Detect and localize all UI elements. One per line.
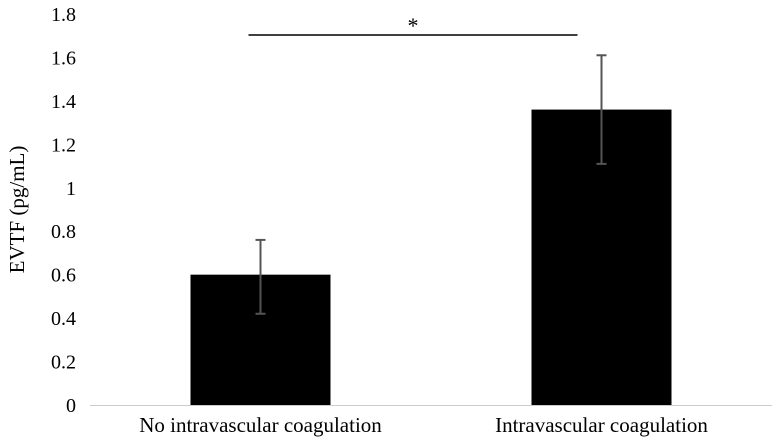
significance-annotation: * <box>248 13 578 38</box>
x-category-label: No intravascular coagulation <box>139 413 382 437</box>
y-tick-label: 1.2 <box>51 134 76 156</box>
bars <box>190 109 672 406</box>
significance-star: * <box>408 13 419 38</box>
x-axis-categories: No intravascular coagulation Intravascula… <box>139 413 708 437</box>
y-tick-label: 0.2 <box>51 352 76 374</box>
y-tick-label: 1.8 <box>51 4 76 26</box>
y-tick-label: 1 <box>66 178 76 200</box>
y-tick-label: 0.4 <box>51 308 76 330</box>
y-axis-title: EVTF (pg/mL) <box>5 146 29 274</box>
y-tick-label: 0 <box>66 395 76 417</box>
y-tick-label: 1.6 <box>51 47 76 69</box>
error-bars <box>255 54 607 315</box>
y-tick-label: 1.4 <box>51 91 76 113</box>
x-category-label: Intravascular coagulation <box>495 413 708 437</box>
y-axis-ticks: 0 0.2 0.4 0.6 0.8 1 1.2 1.4 1.6 1.8 <box>51 4 76 417</box>
y-tick-label: 0.6 <box>51 265 76 287</box>
y-tick-label: 0.8 <box>51 221 76 243</box>
